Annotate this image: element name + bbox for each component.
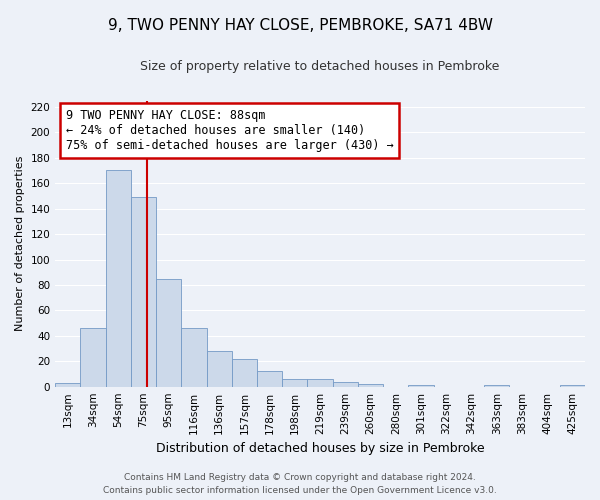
- Bar: [131, 197, 156, 386]
- Bar: [181, 328, 206, 386]
- Bar: [206, 351, 232, 386]
- Title: Size of property relative to detached houses in Pembroke: Size of property relative to detached ho…: [140, 60, 500, 73]
- Y-axis label: Number of detached properties: Number of detached properties: [15, 156, 25, 332]
- Bar: [80, 328, 106, 386]
- Bar: [358, 384, 383, 386]
- Text: Contains HM Land Registry data © Crown copyright and database right 2024.
Contai: Contains HM Land Registry data © Crown c…: [103, 474, 497, 495]
- Bar: [156, 278, 181, 386]
- X-axis label: Distribution of detached houses by size in Pembroke: Distribution of detached houses by size …: [156, 442, 484, 455]
- Text: 9 TWO PENNY HAY CLOSE: 88sqm
← 24% of detached houses are smaller (140)
75% of s: 9 TWO PENNY HAY CLOSE: 88sqm ← 24% of de…: [66, 109, 394, 152]
- Bar: [307, 379, 332, 386]
- Text: 9, TWO PENNY HAY CLOSE, PEMBROKE, SA71 4BW: 9, TWO PENNY HAY CLOSE, PEMBROKE, SA71 4…: [107, 18, 493, 32]
- Bar: [106, 170, 131, 386]
- Bar: [257, 372, 282, 386]
- Bar: [55, 383, 80, 386]
- Bar: [332, 382, 358, 386]
- Bar: [232, 358, 257, 386]
- Bar: [282, 379, 307, 386]
